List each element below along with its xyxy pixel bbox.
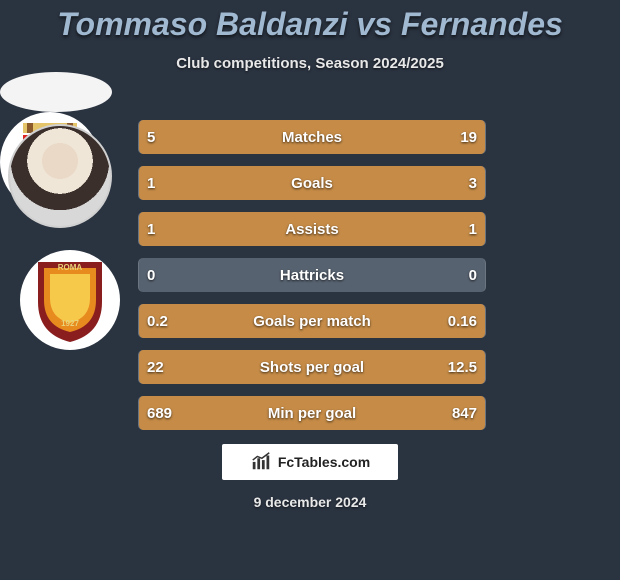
metric-row: 5 19 Matches — [138, 120, 486, 154]
value-left: 0.2 — [139, 304, 176, 338]
metric-row: 689 847 Min per goal — [138, 396, 486, 430]
value-right: 19 — [452, 120, 485, 154]
svg-text:ROMA: ROMA — [58, 263, 83, 272]
player-right-avatar — [0, 72, 112, 112]
value-left: 0 — [139, 258, 163, 292]
page-subtitle: Club competitions, Season 2024/2025 — [0, 55, 620, 72]
metric-label: Hattricks — [139, 258, 485, 292]
bar-right — [212, 120, 485, 154]
value-right: 0 — [461, 258, 485, 292]
svg-text:1927: 1927 — [61, 319, 79, 328]
value-right: 12.5 — [440, 350, 485, 384]
value-right: 1 — [461, 212, 485, 246]
comparison-rows: 5 19 Matches 1 3 Goals 1 1 Assists 0 0 H… — [138, 120, 486, 442]
metric-row: 0.2 0.16 Goals per match — [138, 304, 486, 338]
value-left: 5 — [139, 120, 163, 154]
player-left-avatar — [8, 124, 112, 228]
value-right: 0.16 — [440, 304, 485, 338]
club-left-crest: ROMA 1927 — [20, 250, 120, 350]
chart-icon — [250, 450, 272, 475]
value-left: 22 — [139, 350, 172, 384]
value-left: 689 — [139, 396, 180, 430]
bar-left — [139, 212, 312, 246]
value-right: 847 — [444, 396, 485, 430]
roma-crest-icon: ROMA 1927 — [20, 250, 120, 350]
value-left: 1 — [139, 212, 163, 246]
bar-right — [312, 212, 485, 246]
page-title: Tommaso Baldanzi vs Fernandes — [0, 0, 620, 43]
metric-row: 22 12.5 Shots per goal — [138, 350, 486, 384]
value-right: 3 — [461, 166, 485, 200]
metric-row: 0 0 Hattricks — [138, 258, 486, 292]
footer-date: 9 december 2024 — [0, 494, 620, 510]
bar-right — [226, 166, 486, 200]
metric-row: 1 1 Assists — [138, 212, 486, 246]
metric-row: 1 3 Goals — [138, 166, 486, 200]
footer-brand[interactable]: FcTables.com — [222, 444, 398, 480]
footer-brand-label: FcTables.com — [278, 454, 370, 470]
bar-left — [139, 350, 360, 384]
value-left: 1 — [139, 166, 163, 200]
